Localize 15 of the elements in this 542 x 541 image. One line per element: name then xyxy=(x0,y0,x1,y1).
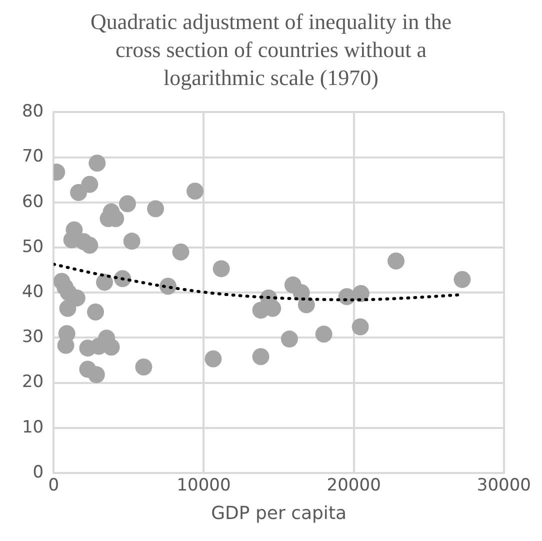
y-tick-label: 80 xyxy=(22,102,44,122)
x-axis-title: GDP per capita xyxy=(211,502,347,524)
y-tick-label: 30 xyxy=(22,327,44,348)
y-tick-label: 10 xyxy=(22,417,44,438)
y-tick-label: 60 xyxy=(22,192,44,212)
y-tick-label: 70 xyxy=(22,146,44,167)
y-tick-label: 50 xyxy=(22,236,44,257)
y-tick-label: 20 xyxy=(22,372,44,392)
x-tick-label: 10000 xyxy=(176,476,231,496)
x-tick-label: 30000 xyxy=(476,476,532,496)
y-tick-label: 0 xyxy=(32,462,44,482)
x-tick-label: 20000 xyxy=(326,476,381,496)
chart-title: Quadratic adjustment of inequality in the cross section of countries without a logarithmic scale (1970) xyxy=(89,8,453,92)
y-tick-label: 40 xyxy=(22,282,44,302)
x-tick-label: 0 xyxy=(48,476,60,496)
